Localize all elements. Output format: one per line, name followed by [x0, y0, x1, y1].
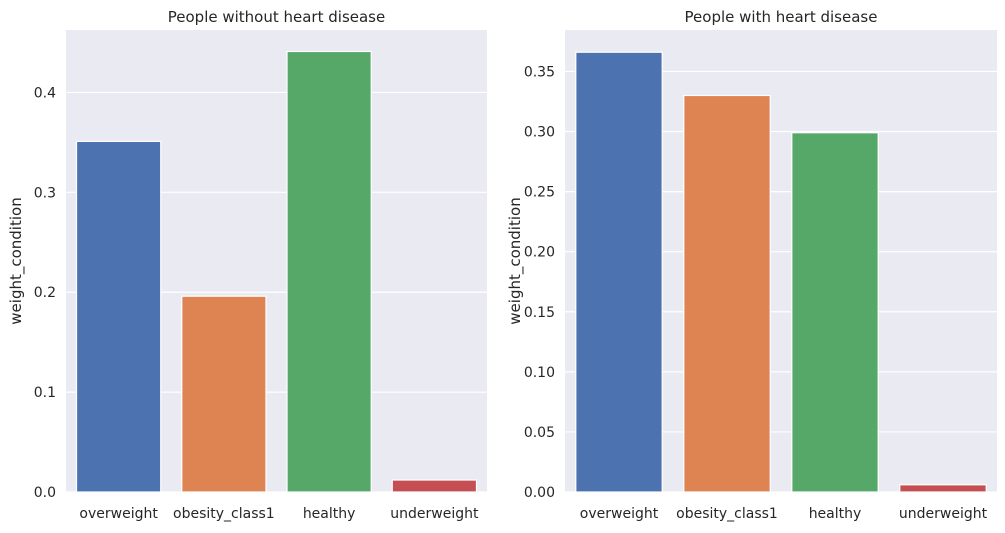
y-tick-label: 0.2 — [34, 285, 56, 301]
chart-title: People with heart disease — [685, 8, 878, 26]
y-tick-label: 0.25 — [524, 185, 555, 201]
y-tick-label: 0.05 — [524, 425, 555, 441]
y-tick-label: 0.10 — [524, 365, 555, 381]
y-tick-label: 0.30 — [524, 125, 555, 141]
x-tick-label: healthy — [303, 506, 356, 522]
bar-underweight — [391, 479, 478, 493]
y-tick-label: 0.00 — [524, 485, 555, 501]
x-tick-label: healthy — [809, 506, 862, 522]
subplot-without-heart-disease: 0.0 0.1 0.2 0.3 0.4 overweight obesity_class1… — [7, 8, 487, 522]
x-tick-label: overweight — [79, 506, 158, 522]
bar-underweight — [899, 484, 987, 493]
x-tick-label: obesity_class1 — [173, 506, 275, 522]
x-tick-labels: overweight obesity_class1 healthy underweig… — [580, 506, 988, 522]
bar-overweight — [575, 51, 663, 493]
x-tick-label: underweight — [390, 506, 479, 522]
bar-obesity_class1 — [181, 295, 267, 493]
subplot-with-heart-disease: 0.00 0.05 0.10 0.15 0.20 0.25 0.30 0.35 overwei… — [506, 8, 997, 522]
y-tick-label: 0.15 — [524, 305, 555, 321]
y-tick-label: 0.0 — [34, 485, 56, 501]
bar-obesity_class1 — [683, 94, 771, 493]
bars — [75, 50, 478, 493]
y-tick-label: 0.3 — [34, 185, 56, 201]
y-tick-label: 0.4 — [34, 85, 56, 101]
y-axis-label: weight_condition — [7, 197, 26, 324]
bar-overweight — [75, 140, 162, 493]
x-tick-label: underweight — [899, 506, 988, 522]
y-tick-label: 0.35 — [524, 64, 555, 80]
bars — [575, 51, 987, 493]
x-tick-label: overweight — [580, 506, 659, 522]
x-tick-label: obesity_class1 — [676, 506, 778, 522]
y-tick-labels: 0.00 0.05 0.10 0.15 0.20 0.25 0.30 0.35 — [524, 64, 555, 501]
bar-healthy — [286, 50, 372, 493]
y-tick-label: 0.1 — [34, 385, 56, 401]
x-tick-labels: overweight obesity_class1 healthy underweig… — [79, 506, 479, 522]
bar-healthy — [791, 132, 879, 493]
y-tick-labels: 0.0 0.1 0.2 0.3 0.4 — [34, 85, 56, 501]
y-tick-label: 0.20 — [524, 245, 555, 261]
y-axis-label: weight_condition — [506, 197, 525, 324]
chart-title: People without heart disease — [168, 8, 385, 26]
